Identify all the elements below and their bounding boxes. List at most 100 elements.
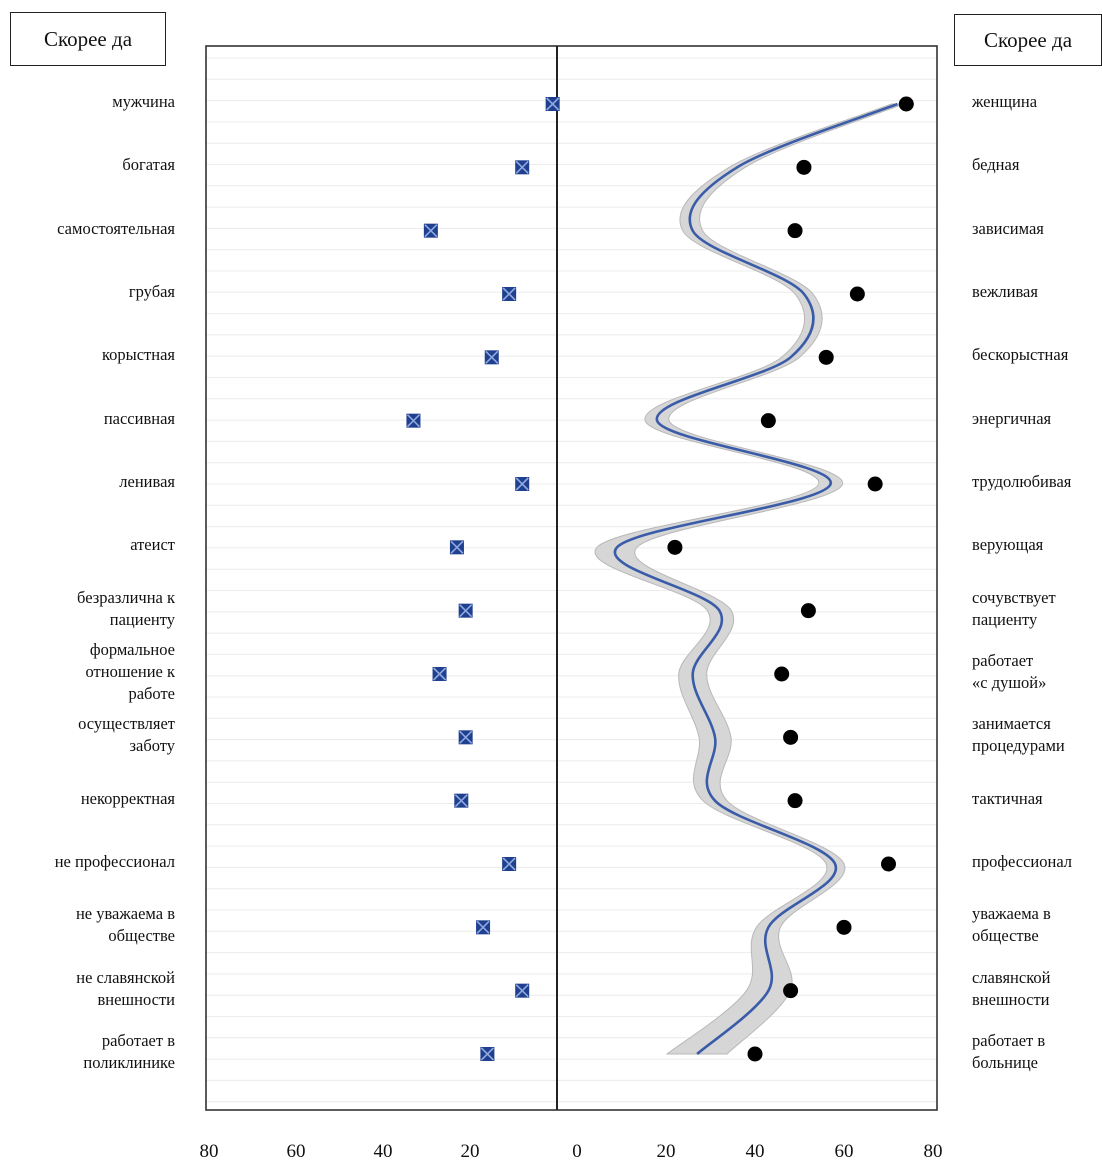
left-point — [423, 223, 438, 238]
left-point-cross — [454, 794, 468, 808]
left-point-cross — [406, 414, 421, 428]
right-pole-label: зависимая — [972, 218, 1044, 238]
right-point — [747, 1046, 763, 1062]
right-point — [783, 729, 799, 745]
right-point — [867, 476, 883, 492]
right-point — [787, 223, 803, 239]
left-point-cross — [450, 540, 464, 554]
left-point — [432, 667, 447, 681]
left-point — [515, 477, 530, 491]
right-pole-label: вежливая — [972, 282, 1038, 301]
right-pole-label: работает в больнице — [972, 1031, 1046, 1072]
x-tick-left: 40 — [374, 1141, 393, 1160]
plot-frame — [205, 45, 938, 1111]
left-point-cross — [459, 604, 473, 618]
left-point-cross — [480, 1047, 494, 1061]
x-tick-right: 40 — [746, 1141, 765, 1160]
confidence-band-area — [594, 103, 904, 1055]
right-pole-label: славянской внешности — [972, 967, 1051, 1009]
right-pole-label: занимается процедурами — [972, 714, 1065, 756]
right-pole-label: тактичная — [972, 788, 1043, 808]
left-point-cross — [515, 160, 529, 174]
x-tick-right: 20 — [657, 1141, 676, 1160]
data-points — [406, 96, 914, 1062]
left-point-cross — [476, 920, 490, 934]
x-axis-ticks: 80 60 40 20 0 20 40 60 80 — [200, 1141, 943, 1160]
x-tick-left: 80 — [200, 1141, 219, 1160]
right-pole-label: бедная — [972, 155, 1020, 175]
left-pole-label: осуществляет заботу — [78, 714, 175, 756]
right-point — [787, 793, 803, 809]
right-point — [783, 983, 799, 999]
left-pole-label: корыстная — [101, 345, 175, 365]
plot-border — [205, 45, 938, 1111]
left-pole-label: не уважаема в обществе — [75, 904, 175, 946]
right-pole-label: работает «с душой» — [972, 651, 1047, 692]
left-point-cross — [424, 224, 438, 238]
left-point-cross — [502, 287, 516, 301]
left-point-cross — [502, 857, 516, 871]
left-point-cross — [515, 984, 529, 998]
right-point — [760, 413, 776, 429]
right-scale-header: Скорее да — [954, 14, 1102, 66]
left-point-cross — [515, 477, 529, 491]
right-pole-label: уважаема в обществе — [972, 904, 1051, 946]
left-point — [458, 730, 473, 745]
left-pole-label: мужчина — [112, 92, 175, 111]
right-point — [774, 666, 790, 682]
right-point — [800, 603, 816, 619]
gridlines — [206, 57, 937, 1103]
right-point — [796, 159, 812, 175]
left-pole-label: безразлична к пациенту — [77, 587, 175, 629]
x-tick-right: 80 — [924, 1141, 943, 1160]
right-point — [898, 96, 914, 112]
left-point — [502, 857, 517, 871]
left-pole-label: самостоятельная — [57, 218, 175, 238]
left-point — [406, 413, 421, 428]
left-pole-label: пассивная — [103, 408, 175, 428]
left-pole-label: не профессионал — [54, 852, 175, 871]
x-tick-left: 20 — [461, 1141, 480, 1160]
right-pole-label: энергичная — [972, 408, 1052, 428]
left-pole-label: работает в поликлинике — [83, 1031, 175, 1072]
left-point — [545, 97, 560, 111]
right-pole-label: верующая — [972, 535, 1044, 555]
left-pole-label: богатая — [122, 155, 175, 175]
right-pole-label: женщина — [972, 92, 1038, 111]
left-point — [480, 1047, 495, 1061]
left-pole-label: не славянской внешности — [76, 967, 175, 1009]
left-pole-label: некорректная — [80, 788, 175, 808]
right-pole-label: трудолюбивая — [972, 472, 1072, 491]
right-point — [881, 856, 896, 872]
x-tick-right: 0 — [572, 1141, 582, 1160]
left-point — [484, 350, 499, 365]
left-point — [515, 160, 530, 175]
left-point-cross — [459, 730, 473, 744]
x-tick-left: 60 — [287, 1141, 306, 1160]
right-pole-label: сочувствует пациенту — [972, 587, 1056, 629]
left-point — [458, 603, 473, 618]
x-tick-right: 60 — [835, 1141, 854, 1160]
left-point — [454, 793, 469, 808]
right-point — [818, 349, 834, 365]
left-point — [502, 287, 517, 301]
left-point — [449, 540, 464, 555]
left-pole-label: ленивая — [119, 472, 175, 491]
left-scale-header: Скорее да — [10, 12, 166, 66]
left-pole-label: атеист — [130, 535, 175, 555]
right-point — [836, 919, 852, 935]
right-pole-label: профессионал — [972, 852, 1073, 871]
left-point-cross — [546, 97, 560, 111]
trend-line — [613, 102, 898, 1055]
trend-curve — [613, 102, 898, 1055]
left-point — [476, 920, 491, 935]
left-pole-label: формальное отношение к работе — [85, 640, 175, 703]
left-point-cross — [432, 667, 447, 681]
confidence-band — [594, 103, 904, 1055]
right-point — [849, 286, 865, 302]
left-point — [515, 983, 530, 998]
right-point — [667, 539, 683, 555]
right-pole-label: бескорыстная — [972, 345, 1069, 365]
left-point-cross — [485, 350, 499, 364]
